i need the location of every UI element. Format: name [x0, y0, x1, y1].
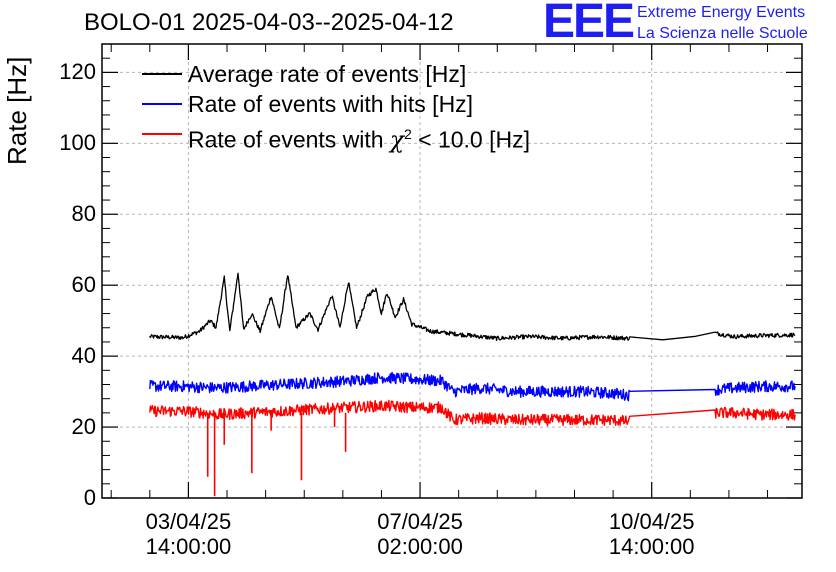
y-axis-label: Rate [Hz]	[2, 56, 32, 165]
legend-label-chi2: Rate of events with χ2 < 10.0 [Hz]	[188, 120, 530, 155]
legend-swatch-hits	[142, 103, 182, 105]
y-tick-label: 20	[71, 414, 96, 440]
x-tick-label: 07/04/25 02:00:00	[350, 509, 490, 559]
chi-superscript: 2	[403, 126, 412, 142]
legend-swatch-chi2	[142, 133, 182, 135]
y-tick-label: 120	[59, 59, 96, 85]
series-line-0	[149, 272, 796, 342]
x-tick-label-time: 02:00:00	[377, 534, 463, 559]
y-tick-label: 80	[71, 201, 96, 227]
y-tick-label: 0	[83, 485, 96, 510]
x-tick-label: 03/04/25 14:00:00	[118, 509, 258, 559]
series-line-2	[149, 399, 796, 427]
eee-logo: EEE	[543, 0, 635, 48]
x-tick-label-date: 10/04/25	[608, 509, 695, 534]
x-tick-label-time: 14:00:00	[608, 534, 695, 559]
legend-label-chi2-suffix: < 10.0 [Hz]	[418, 126, 530, 153]
chi-symbol: χ	[390, 127, 404, 154]
y-tick-label: 40	[71, 343, 96, 369]
y-tick-label: 60	[71, 272, 96, 298]
brand-line-1: Extreme Energy Events	[637, 4, 806, 21]
legend-label-chi2-prefix: Rate of events with	[188, 126, 384, 153]
grid	[102, 44, 802, 498]
legend-label-hits: Rate of events with hits [Hz]	[188, 91, 474, 117]
plot-frame	[101, 43, 803, 499]
x-tick-label-date: 03/04/25	[145, 509, 232, 534]
chart-title: BOLO-01 2025-04-03--2025-04-12	[84, 9, 454, 36]
x-tick-label-date: 07/04/25	[377, 509, 463, 534]
x-tick-label: 10/04/25 14:00:00	[582, 509, 722, 559]
brand-line-2: La Scienza nelle Scuole	[637, 25, 808, 42]
series-layer	[149, 272, 796, 497]
series-line-1	[149, 371, 796, 402]
legend-swatch-average	[142, 73, 182, 75]
y-tick-label: 100	[59, 130, 96, 156]
legend-label-average: Average rate of events [Hz]	[188, 61, 467, 87]
x-tick-label-time: 14:00:00	[145, 534, 232, 559]
